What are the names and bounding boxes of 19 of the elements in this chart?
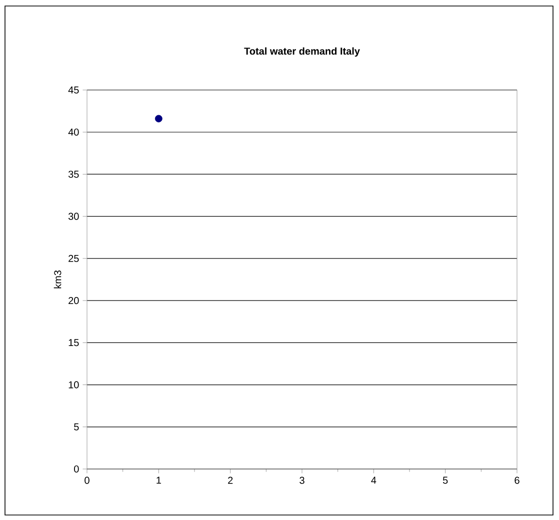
x-tick-label: 1 (156, 476, 161, 484)
x-tick-label: 3 (300, 476, 304, 484)
y-tick-label: 25 (68, 254, 79, 262)
y-tick-label: 35 (68, 170, 79, 178)
x-tick-label: 6 (514, 476, 520, 484)
y-tick-label: 45 (68, 86, 79, 94)
y-axis-title: km3 (54, 270, 62, 288)
chart-title: Total water demand Italy (244, 47, 360, 57)
y-tick-label: 10 (68, 381, 79, 388)
y-tick-label: 15 (68, 339, 79, 346)
x-tick-label: 5 (442, 476, 448, 484)
y-tick-label: 0 (74, 465, 79, 473)
y-tick-label: 20 (68, 297, 79, 304)
x-tick-label: 0 (84, 476, 90, 484)
y-tick-label: 30 (68, 212, 79, 220)
y-tick-label: 5 (74, 423, 79, 430)
x-tick-label: 4 (371, 476, 376, 484)
y-tick-label: 40 (68, 128, 79, 136)
x-tick-label: 2 (228, 476, 233, 484)
